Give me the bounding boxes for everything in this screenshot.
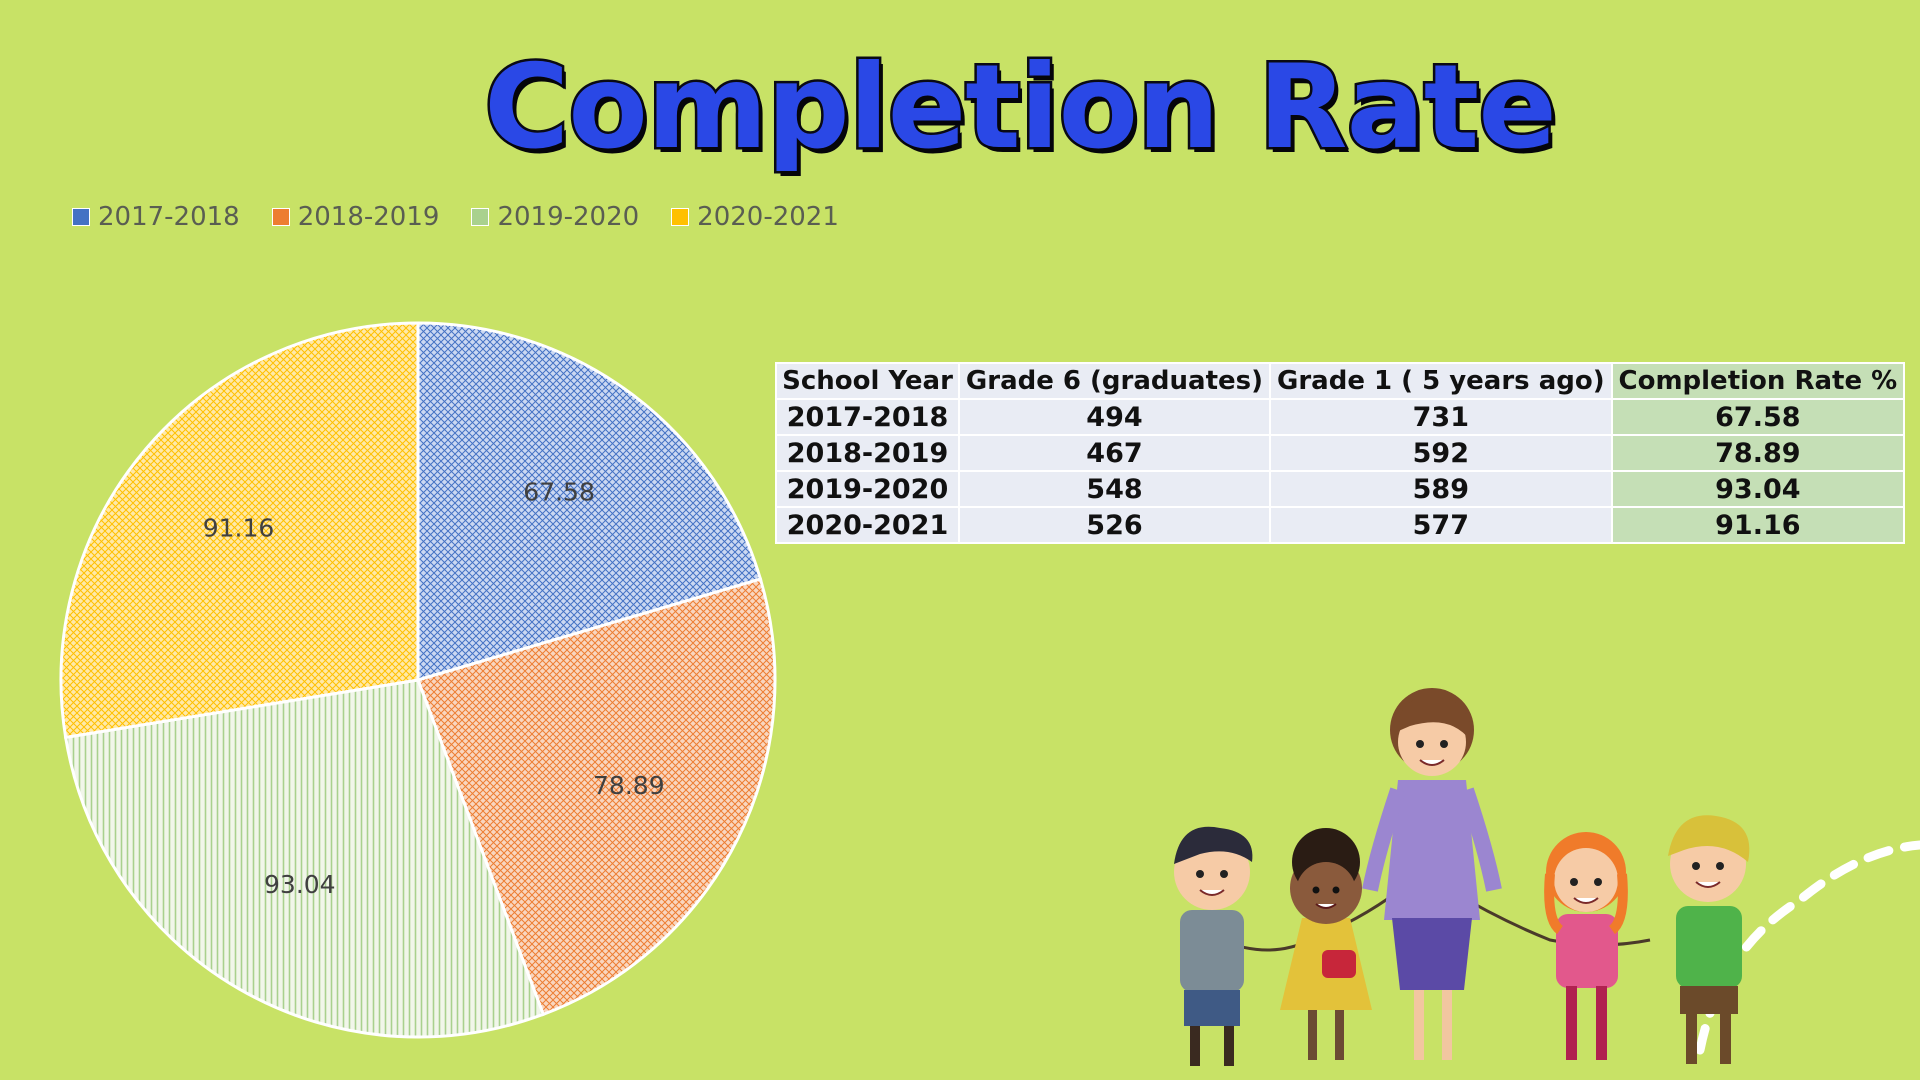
chart-legend: 2017-2018 2018-2019 2019-2020 2020-2021	[72, 200, 839, 234]
legend-item-2018-2019: 2018-2019	[271, 202, 440, 232]
teacher-figure	[1362, 688, 1502, 1060]
legend-swatch-2019-2020	[471, 208, 490, 226]
pie-slice-2019-2020	[63, 678, 546, 1039]
legend-label-2019-2020: 2019-2020	[497, 202, 640, 232]
cell-completion-rate: 67.58	[1610, 398, 1906, 436]
pie-slice-2017-2018	[416, 321, 763, 683]
legend-item-2017-2018: 2017-2018	[72, 202, 240, 232]
table-row: 2019-2020 548 589 93.04	[774, 470, 1906, 508]
pie-slice-2020-2021	[59, 321, 420, 740]
table-row: 2018-2019 467 592 78.89	[774, 434, 1906, 472]
cell-school-year: 2017-2018	[774, 398, 961, 436]
blond-boy-figure	[1668, 815, 1750, 1064]
legend-label-2017-2018: 2017-2018	[98, 202, 240, 232]
legend-swatch-2020-2021	[671, 208, 690, 226]
legend-swatch-2018-2019	[271, 208, 290, 226]
pie-slice-2018-2019	[416, 577, 777, 1017]
cell-completion-rate: 93.04	[1610, 470, 1906, 508]
cell-grade-6: 548	[958, 470, 1271, 508]
cell-grade-6: 494	[958, 398, 1271, 436]
table-row: 2020-2021 526 577 91.16	[774, 506, 1906, 544]
cell-grade-6: 526	[958, 506, 1271, 544]
pie-data-label-2017-2018: 67.58	[523, 477, 595, 506]
cell-grade-6: 467	[958, 434, 1271, 472]
legend-item-2020-2021: 2020-2021	[671, 202, 839, 232]
table-row: 2017-2018 494 731 67.58	[774, 398, 1906, 436]
pie-data-label-2018-2019: 78.89	[593, 771, 665, 800]
teacher-and-children-illustration	[1174, 688, 1920, 1066]
header-school-year: School Year	[774, 362, 961, 400]
header-completion-rate: Completion Rate %	[1610, 362, 1906, 400]
red-haired-girl-figure	[1544, 832, 1628, 1060]
legend-label-2020-2021: 2020-2021	[697, 202, 839, 232]
cell-grade-1: 731	[1268, 398, 1613, 436]
header-grade-1: Grade 1 ( 5 years ago)	[1268, 362, 1613, 400]
legend-label-2018-2019: 2018-2019	[297, 202, 440, 232]
header-grade-6: Grade 6 (graduates)	[958, 362, 1271, 400]
page-title: Completion Rate	[482, 38, 1560, 178]
cell-grade-1: 577	[1268, 506, 1613, 544]
cell-school-year: 2018-2019	[774, 434, 961, 472]
girl-figure	[1280, 828, 1372, 1060]
completion-table: School Year Grade 6 (graduates) Grade 1 …	[774, 362, 1906, 544]
cell-completion-rate: 78.89	[1610, 434, 1906, 472]
cell-school-year: 2019-2020	[774, 470, 961, 508]
pie-chart: 67.58 78.89 93.04 91.16	[59, 321, 777, 1039]
cell-school-year: 2020-2021	[774, 506, 961, 544]
pie-data-label-2019-2020: 93.04	[264, 870, 336, 899]
legend-swatch-2017-2018	[72, 208, 90, 226]
cell-grade-1: 592	[1268, 434, 1613, 472]
cell-grade-1: 589	[1268, 470, 1613, 508]
table-header-row: School Year Grade 6 (graduates) Grade 1 …	[774, 362, 1906, 400]
boy-figure	[1174, 826, 1253, 1066]
legend-item-2019-2020: 2019-2020	[471, 202, 639, 232]
cell-completion-rate: 91.16	[1610, 506, 1906, 544]
pie-data-label-2020-2021: 91.16	[203, 513, 275, 542]
